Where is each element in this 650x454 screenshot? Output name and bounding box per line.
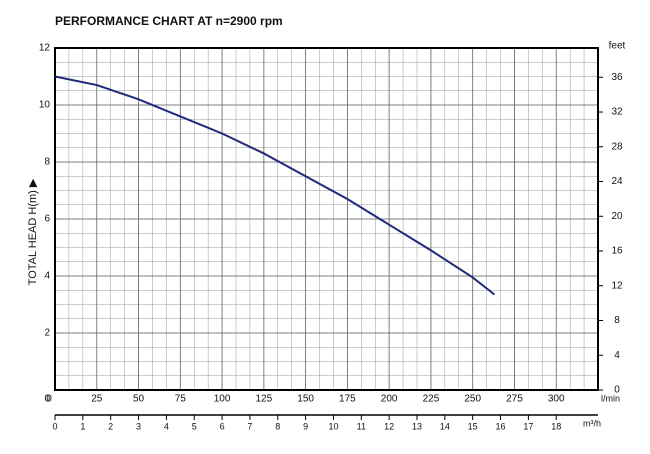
x2-tick-label: 6 (220, 421, 225, 431)
y2-tick-label: 36 (611, 72, 623, 83)
y2-tick-label: 12 (611, 280, 623, 291)
x2-tick-label: 14 (440, 421, 450, 431)
y2-tick-label: 16 (611, 246, 623, 257)
x2-tick-label: 15 (468, 421, 478, 431)
y-tick-label: 2 (44, 328, 50, 339)
x2-tick-label: 13 (412, 421, 422, 431)
y2-tick-label: 32 (611, 107, 623, 118)
x-tick-label: 75 (175, 394, 187, 405)
x2-axis-label: m³/h (583, 418, 601, 428)
x2-tick-label: 3 (136, 421, 141, 431)
x-tick-label: 225 (423, 394, 440, 405)
y-tick-label: 10 (39, 100, 51, 111)
x-tick-label: 300 (548, 394, 565, 405)
x2-tick-label: 17 (523, 421, 533, 431)
x-tick-label: 150 (297, 394, 314, 405)
chart-title: PERFORMANCE CHART AT n=2900 rpm (55, 14, 283, 28)
x-tick-label: 250 (464, 394, 481, 405)
y-tick-label: 4 (44, 271, 50, 282)
x-axis-label: l/min (601, 393, 620, 403)
y2-axis-label: feet (609, 41, 626, 52)
x2-tick-label: 5 (192, 421, 197, 431)
x2-tick-label: 10 (328, 421, 338, 431)
x2-tick-label: 7 (247, 421, 252, 431)
curve (54, 75, 496, 296)
y2-tick-label: 0 (614, 385, 620, 396)
x-tick-label: 50 (133, 394, 145, 405)
x2-tick-label: 0 (52, 421, 57, 431)
x2-tick-label: 8 (275, 421, 280, 431)
y-tick-label: 6 (44, 214, 50, 225)
x2-tick-label: 16 (496, 421, 506, 431)
x2-tick-label: 1 (80, 421, 85, 431)
y-tick-label: 8 (44, 157, 50, 168)
y2-tick-label: 20 (611, 211, 623, 222)
x2-tick-label: 11 (357, 421, 366, 431)
y2-tick-label: 28 (611, 141, 623, 152)
x-tick-label: 175 (339, 394, 356, 405)
y2-tick-label: 8 (614, 315, 620, 326)
x-tick-label: 125 (256, 394, 273, 405)
x2-tick-label: 9 (303, 421, 308, 431)
y-tick-label: 0 (44, 394, 50, 405)
y2-tick-label: 4 (614, 350, 620, 361)
x-tick-label: 0 (46, 394, 52, 405)
x2-tick-label: 2 (108, 421, 113, 431)
y-tick-label: 12 (39, 43, 51, 54)
y2-tick-label: 24 (611, 176, 623, 187)
x2-tick-label: 18 (551, 421, 561, 431)
x-tick-label: 275 (506, 394, 523, 405)
y-axis-label: TOTAL HEAD H(m) ▶ (27, 178, 39, 285)
plot-frame (54, 47, 599, 391)
x-tick-label: 200 (381, 394, 398, 405)
x2-tick-label: 4 (164, 421, 169, 431)
x-tick-label: 25 (91, 394, 103, 405)
x2-tick-label: 12 (384, 421, 394, 431)
x-tick-label: 100 (214, 394, 231, 405)
